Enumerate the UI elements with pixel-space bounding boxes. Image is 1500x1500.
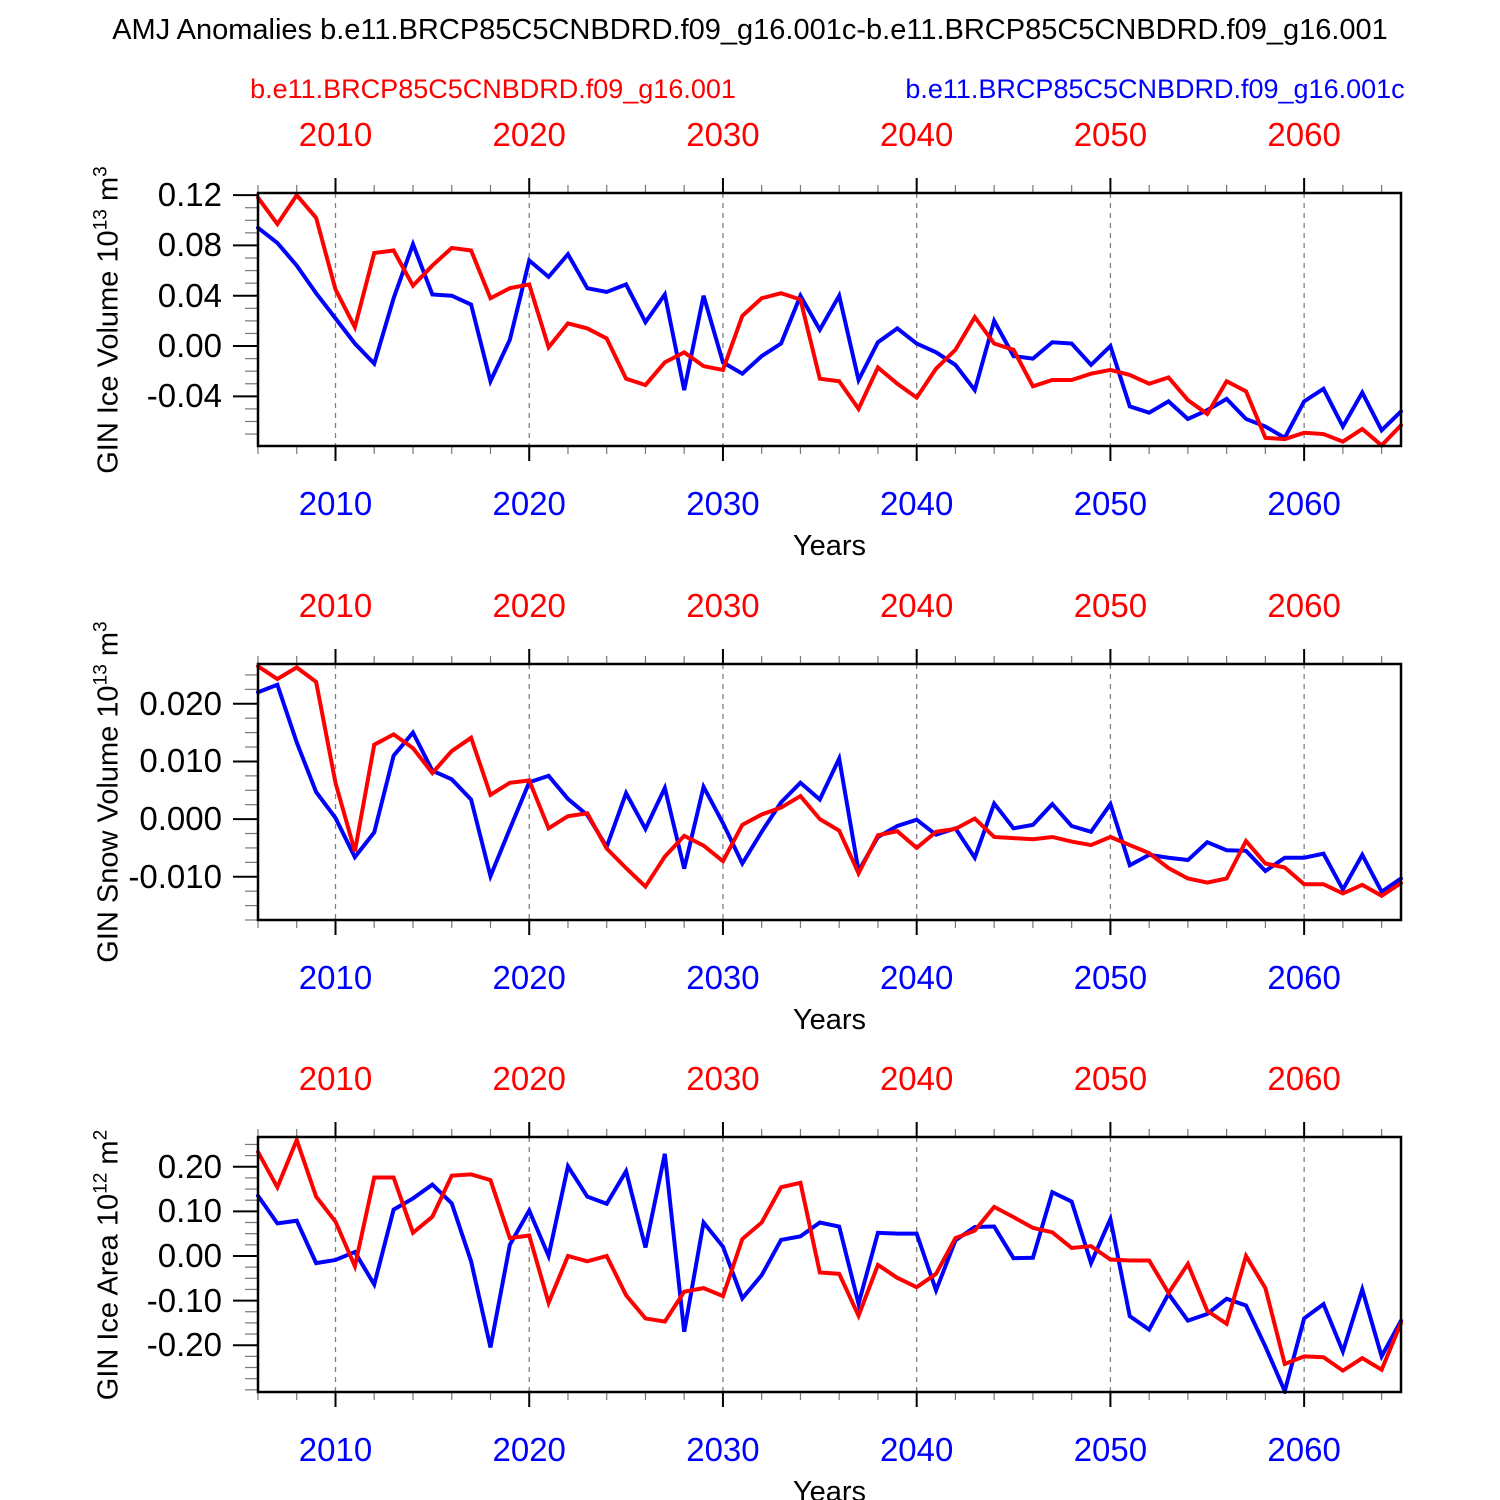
x-axis-tick-label: 2030 bbox=[686, 959, 760, 996]
y-axis-tick-label: -0.20 bbox=[146, 1326, 222, 1364]
x-axis-tick-label: 2060 bbox=[1267, 587, 1341, 624]
x-axis-tick-label: 2060 bbox=[1267, 1060, 1341, 1097]
x-axis-bottom-tick-labels: 2010 2020 2030 2040 2050 2060 bbox=[0, 486, 1500, 522]
y-axis-tick-label: 0.020 bbox=[139, 684, 222, 722]
x-axis-tick-label: 2020 bbox=[492, 959, 566, 996]
x-axis-tick-label: 2040 bbox=[879, 1431, 954, 1468]
x-axis-top-tick-labels: 2010 2020 2030 2040 2050 2060 bbox=[0, 117, 1500, 153]
series-line-red bbox=[256, 664, 1403, 899]
x-axis-tick-label: 2010 bbox=[298, 1431, 373, 1468]
series-line-blue bbox=[256, 225, 1403, 441]
legend-label-blue-run: b.e11.BRCP85C5CNBDRD.f09_g16.001c bbox=[905, 74, 1405, 104]
x-axis-tick-label: 2020 bbox=[492, 1060, 566, 1097]
x-axis-top-tick-labels: 2010 2020 2030 2040 2050 2060 bbox=[0, 1061, 1500, 1097]
x-axis-tick-label: 2040 bbox=[879, 116, 954, 153]
x-axis-tick-label: 2030 bbox=[686, 485, 760, 522]
x-axis-tick-label: 2040 bbox=[879, 587, 954, 624]
x-axis-tick-label: 2010 bbox=[298, 1060, 373, 1097]
x-axis-tick-label: 2010 bbox=[298, 485, 373, 522]
series-line-red bbox=[256, 191, 1403, 448]
x-axis-tick-label: 2050 bbox=[1073, 959, 1148, 996]
y-axis-tick-label: -0.10 bbox=[146, 1281, 222, 1319]
x-axis-tick-label: 2060 bbox=[1267, 959, 1341, 996]
x-axis-tick-label: 2040 bbox=[879, 485, 954, 522]
y-axis-tick-label: 0.20 bbox=[157, 1147, 222, 1185]
x-axis-tick-label: 2010 bbox=[298, 116, 373, 153]
y-axis-tick-label: 0.04 bbox=[157, 276, 222, 314]
y-axis-tick-label: 0.000 bbox=[139, 800, 222, 838]
figure-title: AMJ Anomalies b.e11.BRCP85C5CNBDRD.f09_g… bbox=[112, 14, 1388, 46]
x-axis-tick-label: 2050 bbox=[1073, 485, 1148, 522]
y-axis-tick-label: 0.00 bbox=[157, 1236, 222, 1274]
x-axis-tick-label: 2010 bbox=[298, 959, 373, 996]
x-axis-tick-label: 2030 bbox=[686, 1431, 760, 1468]
x-axis-tick-label: 2060 bbox=[1267, 485, 1341, 522]
plot-frame bbox=[256, 1135, 1403, 1394]
x-axis-title: Years bbox=[792, 1004, 867, 1036]
x-axis-title: Years bbox=[792, 530, 867, 562]
y-axis-tick-label: 0.10 bbox=[157, 1192, 222, 1230]
x-axis-bottom-tick-labels: 2010 2020 2030 2040 2050 2060 bbox=[0, 1432, 1500, 1468]
x-axis-tick-label: 2030 bbox=[686, 1060, 760, 1097]
x-axis-tick-label: 2020 bbox=[492, 485, 566, 522]
x-axis-tick-label: 2030 bbox=[686, 587, 760, 624]
x-axis-tick-label: 2020 bbox=[492, 1431, 566, 1468]
y-axis-tick-label: 0.08 bbox=[157, 226, 222, 264]
x-axis-tick-label: 2040 bbox=[879, 1060, 954, 1097]
x-axis-tick-label: 2060 bbox=[1267, 1431, 1341, 1468]
x-axis-tick-label: 2040 bbox=[879, 959, 954, 996]
legend-label-red-run: b.e11.BRCP85C5CNBDRD.f09_g16.001 bbox=[250, 74, 736, 104]
plot-frame bbox=[256, 191, 1403, 448]
x-axis-tick-label: 2030 bbox=[686, 116, 760, 153]
x-axis-tick-label: 2060 bbox=[1267, 116, 1341, 153]
x-axis-tick-label: 2020 bbox=[492, 116, 566, 153]
y-axis-tick-label: -0.04 bbox=[146, 377, 222, 415]
x-axis-tick-label: 2050 bbox=[1073, 1431, 1148, 1468]
plot-area-2 bbox=[233, 649, 1403, 935]
series-line-red bbox=[256, 1135, 1403, 1374]
x-axis-tick-label: 2050 bbox=[1073, 1060, 1148, 1097]
x-axis-title: Years bbox=[792, 1476, 867, 1500]
plot-area-1 bbox=[233, 178, 1403, 461]
x-axis-bottom-tick-labels: 2010 2020 2030 2040 2050 2060 bbox=[0, 960, 1500, 996]
x-axis-tick-label: 2050 bbox=[1073, 587, 1148, 624]
plot-frame bbox=[256, 662, 1403, 922]
y-axis-tick-label: 0.00 bbox=[157, 327, 222, 365]
x-axis-top-tick-labels: 2010 2020 2030 2040 2050 2060 bbox=[0, 588, 1500, 624]
x-axis-tick-label: 2050 bbox=[1073, 116, 1148, 153]
y-axis-tick-label: 0.12 bbox=[157, 176, 222, 214]
y-axis-tick-label: 0.010 bbox=[139, 742, 222, 780]
series-line-blue bbox=[256, 682, 1403, 895]
x-axis-tick-label: 2010 bbox=[298, 587, 373, 624]
x-axis-tick-label: 2020 bbox=[492, 587, 566, 624]
plot-area-3 bbox=[233, 1122, 1403, 1407]
y-axis-tick-label: -0.010 bbox=[128, 857, 222, 895]
